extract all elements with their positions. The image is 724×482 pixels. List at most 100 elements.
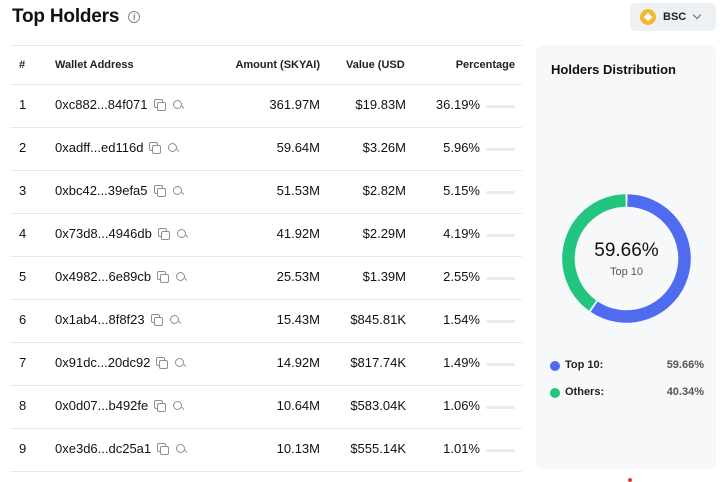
wallet-address-link[interactable]: 0x91dc...20dc92	[55, 355, 151, 370]
percentage-cell: 1.54%	[443, 312, 480, 327]
table-row[interactable]: 1 0xc882...84f071 361.97M $19.83M 36.19%	[10, 85, 522, 128]
wallet-address-link[interactable]: 0xe3d6...dc25a1	[55, 441, 152, 456]
page-title: Top Holders	[12, 6, 120, 27]
amount-cell: 14.92M	[276, 355, 320, 370]
search-icon[interactable]	[172, 185, 184, 197]
table-row[interactable]: 9 0xe3d6...dc25a1 10.13M $555.14K 1.01%	[10, 429, 522, 472]
table-row[interactable]: 8 0x0d07...b492fe 10.64M $583.04K 1.06%	[10, 386, 522, 429]
column-header-value[interactable]: Value (USD	[346, 59, 405, 71]
search-icon[interactable]	[174, 357, 186, 369]
wallet-address-link[interactable]: 0x1ab4...8f8f23	[55, 312, 145, 327]
percentage-bar	[486, 105, 515, 108]
wallet-address-cell: 0x0d07...b492fe	[55, 398, 184, 413]
chain-selector[interactable]: BSC	[630, 3, 716, 31]
table-row[interactable]: 3 0xbc42...39efa5 51.53M $2.82M 5.15%	[10, 171, 522, 214]
legend-item-others: Others: 40.34%	[550, 386, 704, 400]
copy-icon[interactable]	[149, 141, 162, 154]
table-row[interactable]: 6 0x1ab4...8f8f23 15.43M $845.81K 1.54%	[10, 300, 522, 343]
search-icon[interactable]	[172, 99, 184, 111]
table-row[interactable]: 5 0x4982...6e89cb 25.53M $1.39M 2.55%	[10, 257, 522, 300]
wallet-address-cell: 0x91dc...20dc92	[55, 355, 186, 370]
copy-icon[interactable]	[153, 184, 166, 197]
legend-item-top10: Top 10: 59.66%	[550, 359, 704, 373]
amount-cell: 51.53M	[276, 183, 320, 198]
legend-dot-others	[550, 388, 560, 398]
wallet-address-link[interactable]: 0x4982...6e89cb	[55, 269, 152, 284]
donut-slice-others[interactable]	[562, 194, 626, 311]
table-body: 1 0xc882...84f071 361.97M $19.83M 36.19% 2 0xa…	[10, 85, 522, 472]
bnb-logo-icon	[640, 9, 656, 25]
wallet-address-cell: 0x1ab4...8f8f23	[55, 312, 181, 327]
wallet-address-cell: 0xbc42...39efa5	[55, 183, 184, 198]
rank-cell: 7	[19, 355, 27, 370]
wallet-address-cell: 0xc882...84f071	[55, 97, 184, 112]
copy-icon[interactable]	[157, 442, 170, 455]
rank-cell: 5	[19, 269, 27, 284]
copy-icon[interactable]	[154, 399, 167, 412]
donut-center-value: 59.66%	[594, 239, 659, 261]
legend-dot-top10	[550, 361, 560, 371]
search-icon[interactable]	[169, 314, 181, 326]
search-icon[interactable]	[175, 443, 187, 455]
amount-cell: 10.13M	[276, 441, 320, 456]
rank-cell: 4	[19, 226, 27, 241]
percentage-bar	[486, 148, 515, 151]
chain-label: BSC	[663, 11, 687, 23]
wallet-address-link[interactable]: 0x73d8...4946db	[55, 226, 152, 241]
search-icon[interactable]	[167, 142, 179, 154]
copy-icon[interactable]	[150, 313, 163, 326]
chevron-down-icon	[692, 10, 702, 20]
column-header-amount[interactable]: Amount (SKYAI)	[235, 59, 320, 71]
donut-slice-top10[interactable]	[590, 194, 691, 323]
value-cell: $19.83M	[355, 97, 406, 112]
table-row[interactable]: 7 0x91dc...20dc92 14.92M $817.74K 1.49%	[10, 343, 522, 386]
value-cell: $3.26M	[362, 140, 406, 155]
rank-cell: 9	[19, 441, 27, 456]
copy-icon[interactable]	[157, 227, 170, 240]
column-header-wallet: Wallet Address	[55, 59, 134, 71]
wallet-address-cell: 0x4982...6e89cb	[55, 269, 187, 284]
legend-label-top10: Top 10:	[565, 359, 604, 371]
column-header-percentage[interactable]: Percentage	[455, 59, 515, 71]
rank-cell: 2	[19, 140, 27, 155]
percentage-cell: 1.06%	[443, 398, 480, 413]
percentage-bar	[486, 277, 515, 280]
wallet-address-cell: 0xadff...ed116d	[55, 140, 179, 155]
amount-cell: 15.43M	[276, 312, 320, 327]
value-cell: $1.39M	[362, 269, 406, 284]
wallet-address-link[interactable]: 0xc882...84f071	[55, 97, 148, 112]
amount-cell: 59.64M	[276, 140, 320, 155]
donut-center-label: Top 10	[609, 265, 644, 278]
page-header: Top Holders i	[12, 6, 141, 28]
copy-icon[interactable]	[156, 356, 169, 369]
search-icon[interactable]	[172, 400, 184, 412]
info-icon[interactable]: i	[128, 11, 141, 23]
wallet-address-link[interactable]: 0x0d07...b492fe	[55, 398, 149, 413]
percentage-cell: 1.49%	[443, 355, 480, 370]
table-row[interactable]: 2 0xadff...ed116d 59.64M $3.26M 5.96%	[10, 128, 522, 171]
rank-cell: 1	[19, 97, 27, 112]
amount-cell: 25.53M	[276, 269, 320, 284]
rank-cell: 6	[19, 312, 27, 327]
wallet-address-link[interactable]: 0xbc42...39efa5	[55, 183, 148, 198]
search-icon[interactable]	[175, 271, 187, 283]
table-row[interactable]: 4 0x73d8...4946db 41.92M $2.29M 4.19%	[10, 214, 522, 257]
value-cell: $817.74K	[350, 355, 406, 370]
legend-value-others: 40.34%	[666, 386, 704, 398]
percentage-cell: 4.19%	[443, 226, 480, 241]
copy-icon[interactable]	[157, 270, 170, 283]
wallet-address-cell: 0xe3d6...dc25a1	[55, 441, 187, 456]
wallet-address-link[interactable]: 0xadff...ed116d	[55, 140, 144, 155]
value-cell: $845.81K	[350, 312, 406, 327]
donut-chart	[562, 194, 691, 323]
donut-center: 59.66% Top 10	[560, 192, 693, 325]
percentage-bar	[486, 191, 515, 194]
percentage-bar	[486, 320, 515, 323]
distribution-title: Holders Distribution	[551, 62, 676, 77]
value-cell: $2.82M	[362, 183, 406, 198]
percentage-bar	[486, 363, 515, 366]
amount-cell: 361.97M	[269, 97, 320, 112]
search-icon[interactable]	[176, 228, 188, 240]
copy-icon[interactable]	[153, 98, 166, 111]
amount-cell: 41.92M	[276, 226, 320, 241]
